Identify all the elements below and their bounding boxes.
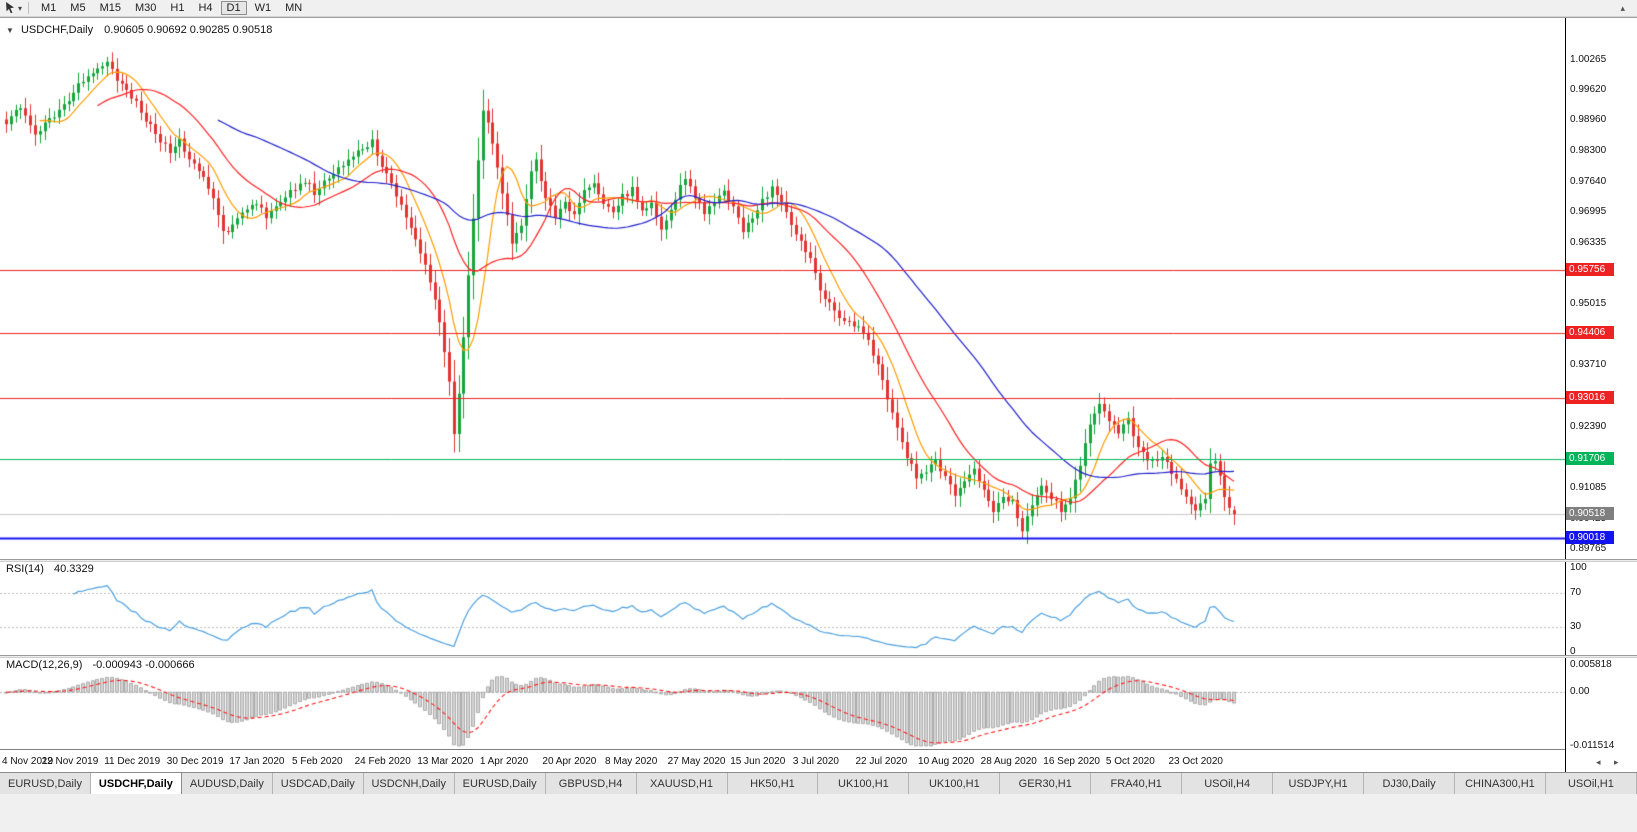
toolbar-separator — [28, 2, 30, 14]
date-label: 5 Feb 2020 — [292, 756, 343, 767]
date-label: 10 Aug 2020 — [918, 756, 975, 767]
price-tick: 0.99620 — [1570, 83, 1607, 95]
chart-tab-usdcad-daily[interactable]: USDCAD,Daily — [272, 773, 364, 794]
legend-symbol: USDCHF,Daily — [20, 24, 94, 36]
date-label: 8 May 2020 — [605, 756, 658, 767]
time-axis[interactable]: 4 Nov 2019 22 Nov 2019 11 Dec 2019 30 Dec 2… — [0, 749, 1565, 773]
rsi-axis-tick: 0 — [1570, 646, 1576, 657]
timeframe-buttons-group: M1 M5 M15 M30 H1 H4 D1 W1 MN — [34, 1, 309, 15]
macd-axis-tick: 0.005818 — [1570, 659, 1612, 670]
timeframe-button-m1[interactable]: M1 — [41, 2, 57, 14]
panel-divider-rsi[interactable] — [0, 559, 1637, 562]
current-price-badge: 0.90518 — [1566, 507, 1614, 521]
date-label: 23 Oct 2020 — [1168, 756, 1223, 767]
legend-ohlc-values: 0.90605 0.90692 0.90285 0.90518 — [104, 24, 273, 36]
chart-tab-usdcnh-daily[interactable]: USDCNH,Daily — [363, 773, 455, 794]
macd-name: MACD(12,26,9) — [6, 659, 83, 671]
timeframe-button-mn[interactable]: MN — [285, 2, 303, 14]
chart-tab-uk100-h1[interactable]: UK100,H1 — [909, 773, 1001, 794]
scroll-left-icon[interactable]: ◂ — [1596, 757, 1601, 767]
price-chart-canvas[interactable] — [0, 18, 1565, 773]
price-tick: 0.91085 — [1570, 481, 1607, 493]
level-price-badge: 0.91706 — [1566, 451, 1614, 465]
price-tick: 0.89765 — [1570, 543, 1607, 555]
macd-axis-tick: 0.00 — [1570, 686, 1590, 698]
macd-indicator-label: MACD(12,26,9) -0.000943 -0.000666 — [6, 659, 195, 671]
timeframe-button-m15[interactable]: M15 — [99, 2, 121, 14]
chart-legend: ▼ USDCHF,Daily 0.90605 0.90692 0.90285 0… — [6, 24, 272, 36]
date-label: 3 Jul 2020 — [792, 756, 839, 767]
price-tick: 0.96335 — [1570, 236, 1607, 248]
macd-values: -0.000943 -0.000666 — [92, 659, 195, 671]
chart-tab-usoil-h4[interactable]: USOil,H4 — [1182, 773, 1274, 794]
price-axis[interactable]: ◂ ▸ 1.00265 0.99620 0.98960 0.98300 0.97640 0… — [1565, 18, 1637, 773]
timeframe-button-h1[interactable]: H1 — [170, 2, 185, 14]
level-price-badge: 0.93016 — [1566, 390, 1614, 404]
legend-collapse-icon[interactable]: ▼ — [6, 26, 14, 35]
price-tick: 0.95015 — [1570, 298, 1607, 310]
date-label: 16 Sep 2020 — [1043, 756, 1100, 767]
date-label: 20 Apr 2020 — [542, 756, 597, 767]
chart-tab-dj30-daily[interactable]: DJ30,Daily — [1364, 773, 1455, 794]
chart-tab-bar: EURUSD,Daily USDCHF,Daily AUDUSD,Daily USDC… — [0, 772, 1637, 794]
rsi-axis-tick: 100 — [1570, 562, 1587, 573]
chart-tab-uk100-h1[interactable]: UK100,H1 — [818, 773, 910, 794]
chart-tab-audusd-daily[interactable]: AUDUSD,Daily — [181, 773, 273, 794]
date-label: 27 May 2020 — [667, 756, 726, 767]
price-tick: 1.00265 — [1570, 53, 1607, 65]
chart-tab-eurusd-daily[interactable]: EURUSD,Daily — [0, 773, 91, 794]
timeframe-button-m30[interactable]: M30 — [134, 2, 157, 14]
toolbar-overflow-icon[interactable]: ▴ — [1620, 2, 1625, 13]
cursor-arrow-glyph — [5, 2, 14, 14]
level-price-badge: 0.94406 — [1566, 325, 1614, 339]
rsi-name: RSI(14) — [6, 563, 44, 575]
price-tick: 0.97640 — [1570, 176, 1607, 188]
chart-tab-usdchf-daily[interactable]: USDCHF,Daily — [90, 773, 182, 794]
cursor-tool-dropdown-icon[interactable]: ▾ — [18, 3, 23, 13]
chart-tab-gbpusd-h4[interactable]: GBPUSD,H4 — [545, 773, 637, 794]
macd-axis-tick: -0.011514 — [1570, 740, 1615, 751]
date-label: 22 Jul 2020 — [855, 756, 908, 767]
date-label: 15 Jun 2020 — [730, 756, 786, 767]
rsi-axis-tick: 30 — [1570, 620, 1582, 632]
rsi-axis-tick: 70 — [1570, 587, 1582, 599]
chart-tab-usoil-h1[interactable]: USOil,H1 — [1545, 773, 1637, 794]
chart-tab-hk50-h1[interactable]: HK50,H1 — [727, 773, 819, 794]
price-tick: 0.98300 — [1570, 145, 1607, 157]
price-tick: 0.92390 — [1570, 420, 1607, 432]
rsi-indicator-label: RSI(14) 40.3329 — [6, 563, 94, 575]
rsi-value: 40.3329 — [53, 563, 94, 575]
timeframe-button-w1[interactable]: W1 — [254, 2, 272, 14]
chart-tab-eurusd-daily[interactable]: EURUSD,Daily — [454, 773, 546, 794]
chart-tab-ger30-h1[interactable]: GER30,H1 — [1000, 773, 1092, 794]
price-tick: 0.93710 — [1570, 359, 1607, 371]
date-label: 11 Dec 2019 — [104, 756, 161, 767]
date-label: 13 Mar 2020 — [417, 756, 474, 767]
level-price-badge: 0.90018 — [1566, 530, 1614, 544]
date-label: 4 Nov 2019 — [2, 756, 54, 767]
timeframe-button-d1[interactable]: D1 — [220, 1, 247, 15]
timeframe-button-h4[interactable]: H4 — [198, 2, 213, 14]
date-label: 1 Apr 2020 — [479, 756, 529, 767]
chart-tab-fra40-h1[interactable]: FRA40,H1 — [1091, 773, 1183, 794]
date-label: 28 Aug 2020 — [980, 756, 1037, 767]
chart-tab-xauusd-h1[interactable]: XAUUSD,H1 — [636, 773, 728, 794]
chart-tab-usdjpy-h1[interactable]: USDJPY,H1 — [1273, 773, 1365, 794]
date-label: 24 Feb 2020 — [354, 756, 411, 767]
status-strip — [0, 794, 1637, 832]
date-label: 5 Oct 2020 — [1105, 756, 1155, 767]
price-tick: 0.98960 — [1570, 114, 1607, 126]
price-tick: 0.96995 — [1570, 206, 1607, 218]
panel-divider-macd[interactable] — [0, 655, 1637, 658]
date-label: 22 Nov 2019 — [41, 756, 99, 767]
level-price-badge: 0.95756 — [1566, 262, 1614, 276]
crosshair-cursor-icon[interactable] — [3, 2, 17, 15]
timeframe-button-m5[interactable]: M5 — [70, 2, 86, 14]
scroll-right-icon[interactable]: ▸ — [1614, 757, 1619, 767]
chart-tab-china300-h1[interactable]: CHINA300,H1 — [1455, 773, 1546, 794]
chart-window: ▼ USDCHF,Daily 0.90605 0.90692 0.90285 0… — [0, 17, 1637, 773]
date-label: 17 Jan 2020 — [229, 756, 285, 767]
date-label: 30 Dec 2019 — [166, 756, 224, 767]
toolbar: ▾ M1 M5 M15 M30 H1 H4 D1 W1 MN ▴ — [0, 0, 1637, 17]
